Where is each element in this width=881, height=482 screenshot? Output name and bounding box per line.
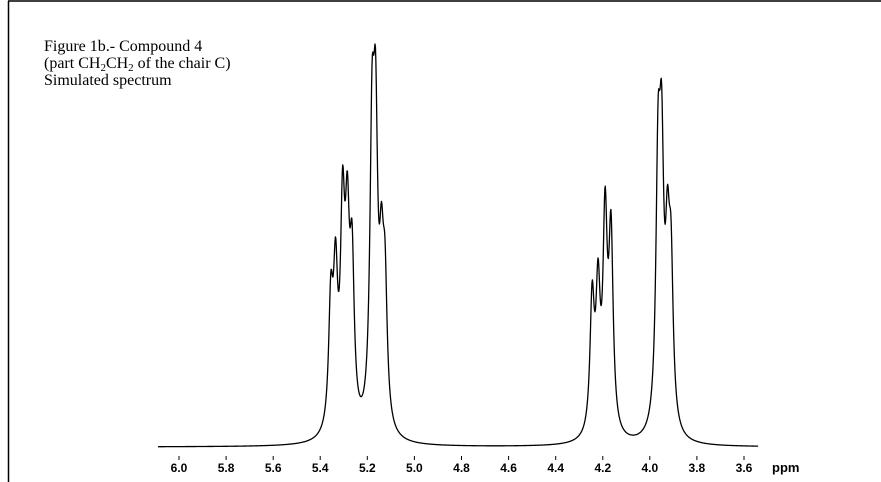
- x-tick-label: 5.8: [218, 461, 235, 475]
- caption-line-3: Simulated spectrum: [44, 72, 172, 89]
- caption-line-2-part-b: CH: [105, 55, 129, 72]
- x-tick-label: 4.2: [594, 461, 611, 475]
- x-tick-label: 4.4: [547, 461, 564, 475]
- x-tick-label: 4.6: [500, 461, 517, 475]
- caption-line-2-part-c: of the chair C): [133, 55, 231, 72]
- x-tick-label: 5.4: [312, 461, 329, 475]
- x-tick-label: 4.0: [641, 461, 658, 475]
- caption-line-2-sub-b: 2: [128, 62, 134, 74]
- x-tick-label: 3.8: [689, 461, 706, 475]
- caption-line-1: Figure 1b.- Compound 4: [44, 38, 203, 55]
- x-tick-label: 5.6: [265, 461, 282, 475]
- x-tick-label: 6.0: [171, 461, 188, 475]
- x-tick-label: 5.2: [359, 461, 376, 475]
- caption-line-2: (part CH2CH2 of the chair C): [44, 55, 231, 74]
- x-tick-label: 4.8: [453, 461, 470, 475]
- spectrum-trace: [157, 43, 759, 448]
- caption-line-2-part-a: (part CH: [44, 55, 101, 72]
- x-tick-label: 3.6: [736, 461, 753, 475]
- x-axis-unit-label: ppm: [772, 460, 799, 475]
- x-tick-label: 5.0: [406, 461, 423, 475]
- caption-line-2-sub-a: 2: [100, 62, 106, 74]
- x-axis-ticks: 6.0 5.8 5.6 5.4 5.2 5.0 4.8 4.6 4.4 4.2 4.0 3.8 3.6: [171, 456, 753, 475]
